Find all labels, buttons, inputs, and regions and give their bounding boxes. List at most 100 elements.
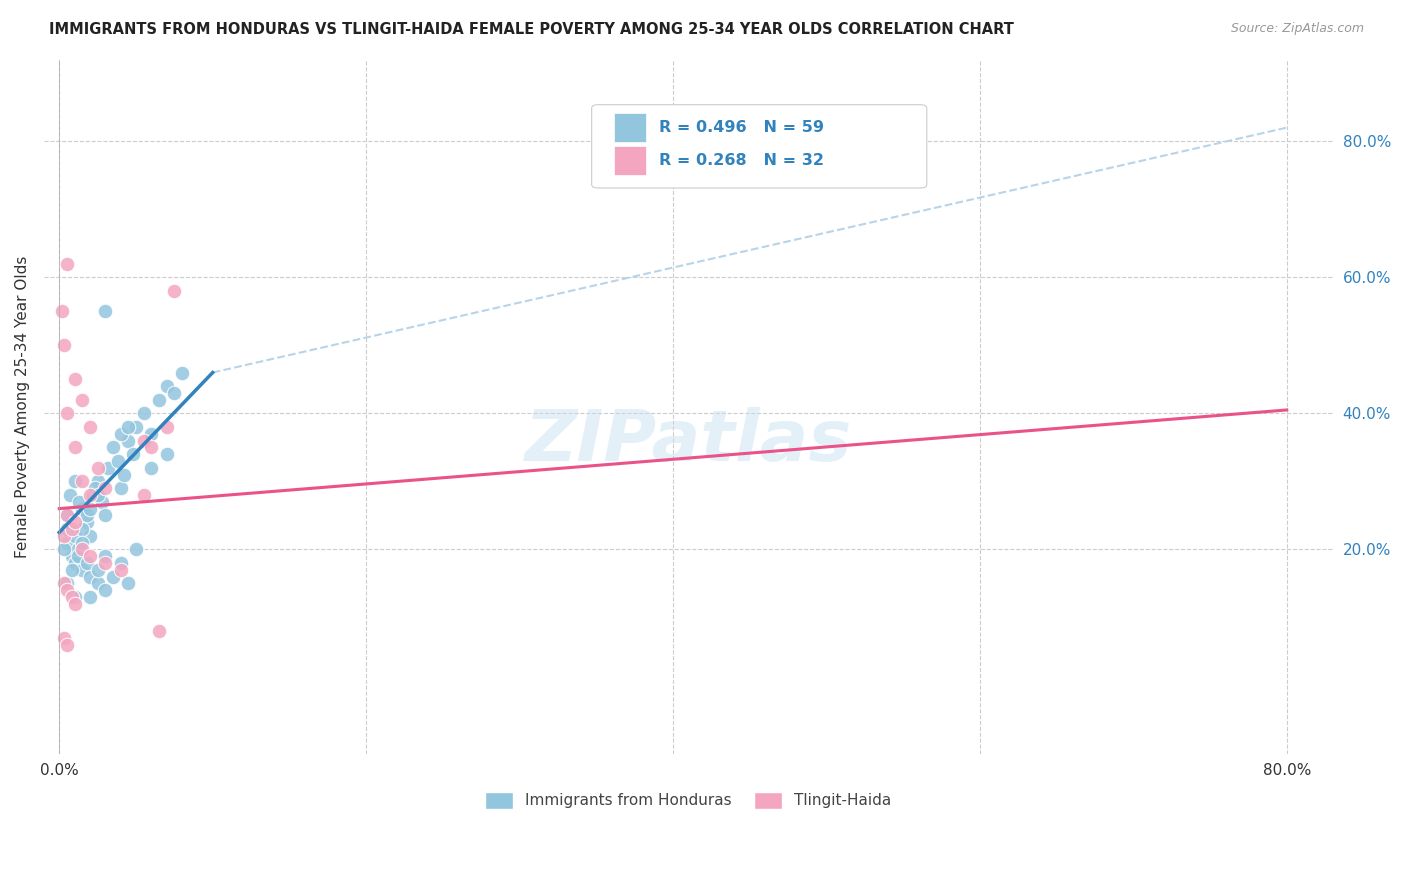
Point <box>56 576 79 591</box>
Text: Source: ZipAtlas.com: Source: ZipAtlas.com <box>1230 22 1364 36</box>
Point <box>141 441 163 455</box>
Point <box>97 460 120 475</box>
Point <box>117 420 139 434</box>
Text: ZIPatlas: ZIPatlas <box>524 407 852 475</box>
Point <box>86 563 108 577</box>
Point <box>79 569 101 583</box>
Point <box>86 475 108 489</box>
Point <box>79 501 101 516</box>
Point <box>63 441 86 455</box>
Point <box>51 304 73 318</box>
Point <box>156 379 179 393</box>
Point <box>94 304 117 318</box>
Point <box>122 447 145 461</box>
Point <box>79 590 101 604</box>
Point <box>94 583 117 598</box>
Point <box>60 522 83 536</box>
Point <box>132 434 155 448</box>
Point <box>86 460 108 475</box>
Point <box>107 454 129 468</box>
Point <box>79 549 101 564</box>
Point <box>70 475 93 489</box>
Text: R = 0.496   N = 59: R = 0.496 N = 59 <box>658 120 824 135</box>
Point <box>83 481 105 495</box>
Point <box>132 488 155 502</box>
Text: IMMIGRANTS FROM HONDURAS VS TLINGIT-HAIDA FEMALE POVERTY AMONG 25-34 YEAR OLDS C: IMMIGRANTS FROM HONDURAS VS TLINGIT-HAID… <box>49 22 1014 37</box>
Point <box>110 481 132 495</box>
Point <box>60 563 83 577</box>
Point <box>76 508 98 523</box>
Point <box>60 590 83 604</box>
Point <box>110 556 132 570</box>
Point <box>52 631 75 645</box>
Point <box>66 549 89 564</box>
Point <box>63 556 86 570</box>
Point <box>163 284 186 298</box>
Point <box>76 556 98 570</box>
Point <box>101 441 124 455</box>
Point <box>60 549 83 564</box>
Legend: Immigrants from Honduras, Tlingit-Haida: Immigrants from Honduras, Tlingit-Haida <box>479 785 897 815</box>
Point <box>56 508 79 523</box>
Point <box>125 542 148 557</box>
Point <box>56 257 79 271</box>
Point <box>66 542 89 557</box>
FancyBboxPatch shape <box>613 146 645 176</box>
Point <box>79 420 101 434</box>
Point <box>82 488 104 502</box>
Point <box>76 515 98 529</box>
Point <box>125 420 148 434</box>
Y-axis label: Female Poverty Among 25-34 Year Olds: Female Poverty Among 25-34 Year Olds <box>15 255 30 558</box>
Point <box>156 420 179 434</box>
Point <box>94 549 117 564</box>
Point <box>156 447 179 461</box>
Point <box>63 515 86 529</box>
Point <box>79 529 101 543</box>
Text: R = 0.268   N = 32: R = 0.268 N = 32 <box>658 153 824 169</box>
Point <box>110 563 132 577</box>
Point <box>101 569 124 583</box>
Point <box>70 522 93 536</box>
Point <box>91 495 114 509</box>
Point <box>117 576 139 591</box>
Point <box>52 529 75 543</box>
Point <box>63 372 86 386</box>
FancyBboxPatch shape <box>592 104 927 188</box>
Point <box>67 495 90 509</box>
Point <box>52 576 75 591</box>
Point <box>79 488 101 502</box>
Point <box>141 426 163 441</box>
Point <box>110 426 132 441</box>
Point <box>63 590 86 604</box>
Point <box>56 583 79 598</box>
Point <box>63 597 86 611</box>
Point <box>56 638 79 652</box>
Point <box>70 392 93 407</box>
Point <box>59 488 82 502</box>
Point <box>148 624 170 638</box>
Point <box>56 535 79 549</box>
Point <box>94 556 117 570</box>
Point <box>94 481 117 495</box>
Point <box>163 386 186 401</box>
Point <box>56 508 79 523</box>
Point <box>170 366 193 380</box>
Point <box>141 460 163 475</box>
Point <box>70 542 93 557</box>
Point <box>70 501 93 516</box>
Point <box>86 576 108 591</box>
Point <box>52 542 75 557</box>
Point <box>56 522 79 536</box>
Point <box>56 406 79 420</box>
Point <box>70 535 93 549</box>
Point <box>112 467 135 482</box>
FancyBboxPatch shape <box>613 113 645 142</box>
Point <box>94 508 117 523</box>
Point <box>86 488 108 502</box>
Point <box>132 406 155 420</box>
Point <box>52 338 75 352</box>
Point <box>63 475 86 489</box>
Point <box>148 392 170 407</box>
Point <box>63 529 86 543</box>
Point <box>70 563 93 577</box>
